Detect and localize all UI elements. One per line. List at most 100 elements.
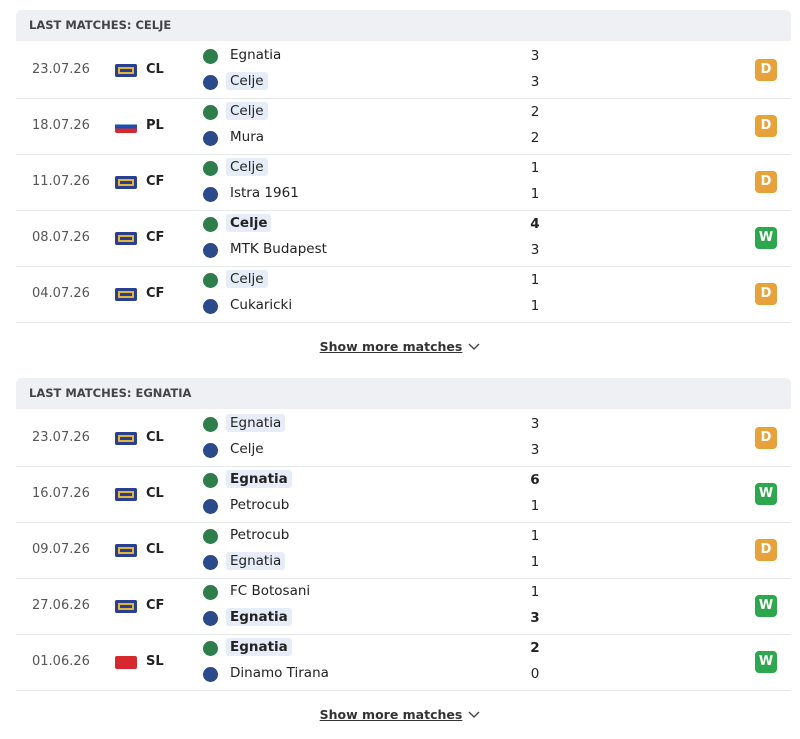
team-logo: [203, 529, 218, 544]
score: 3: [530, 442, 540, 458]
team-name: Egnatia: [226, 638, 292, 656]
chevron-icon: [468, 343, 480, 350]
score: 3: [530, 610, 540, 626]
score: 1: [530, 554, 540, 570]
competition: CF: [146, 598, 165, 613]
score: 1: [530, 584, 540, 600]
team-name: Egnatia: [230, 47, 282, 63]
competition: CL: [146, 542, 164, 557]
score: 4: [530, 216, 540, 232]
team-name: Egnatia: [226, 552, 286, 570]
team-logo: [203, 217, 218, 232]
team-logo: [203, 555, 218, 570]
score: 1: [530, 298, 540, 314]
team-logo: [203, 105, 218, 120]
match-row[interactable]: 01.06.26 SL Egnatia 2 Dinamo Tirana 0 W: [16, 635, 791, 691]
team-name: Egnatia: [226, 608, 292, 626]
team-name: Celje: [230, 441, 264, 457]
team-logo: [203, 417, 218, 432]
team-name: MTK Budapest: [230, 241, 327, 257]
section-header: LAST MATCHES: EGNATIA: [16, 378, 791, 409]
team-logo: [203, 273, 218, 288]
team-logo: [203, 75, 218, 90]
section-header: LAST MATCHES: CELJE: [16, 10, 791, 41]
chevron-icon: [468, 711, 480, 718]
team-logo: [203, 299, 218, 314]
team-logo: [203, 443, 218, 458]
score: 2: [530, 640, 540, 656]
result-badge: W: [755, 227, 777, 249]
team-name: Egnatia: [226, 414, 286, 432]
match-row[interactable]: 16.07.26 CL Egnatia 6 Petrocub 1 W: [16, 467, 791, 523]
competition: CL: [146, 62, 164, 77]
team-logo: [203, 49, 218, 64]
team-logo: [203, 667, 218, 682]
competition-flag: [115, 544, 137, 557]
competition: SL: [146, 654, 164, 669]
team-logo: [203, 611, 218, 626]
match-row[interactable]: 23.07.26 CL Egnatia 3 Celje 3 D: [16, 411, 791, 467]
team-name: Celje: [226, 72, 268, 90]
result-badge: W: [755, 595, 777, 617]
match-date: 18.07.26: [32, 118, 90, 133]
result-badge: D: [755, 115, 777, 137]
team-name: Celje: [226, 102, 268, 120]
team-name: Celje: [226, 158, 268, 176]
match-date: 27.06.26: [32, 598, 90, 613]
result-badge: D: [755, 427, 777, 449]
team-name: Cukaricki: [230, 297, 293, 313]
team-name: Istra 1961: [230, 185, 299, 201]
competition: CF: [146, 174, 165, 189]
result-badge: D: [755, 283, 777, 305]
match-row[interactable]: 09.07.26 CL Petrocub 1 Egnatia 1 D: [16, 523, 791, 579]
score: 6: [530, 472, 540, 488]
match-date: 08.07.26: [32, 230, 90, 245]
team-logo: [203, 641, 218, 656]
match-row[interactable]: 27.06.26 CF FC Botosani 1 Egnatia 3 W: [16, 579, 791, 635]
team-logo: [203, 473, 218, 488]
match-date: 23.07.26: [32, 430, 90, 445]
team-name: Egnatia: [226, 470, 292, 488]
score: 0: [530, 666, 540, 682]
competition-flag: [115, 232, 137, 245]
score: 1: [530, 160, 540, 176]
score: 3: [530, 48, 540, 64]
competition-flag: [115, 432, 137, 445]
match-row[interactable]: 11.07.26 CF Celje 1 Istra 1961 1 D: [16, 155, 791, 211]
team-logo: [203, 131, 218, 146]
match-date: 09.07.26: [32, 542, 90, 557]
score: 1: [530, 186, 540, 202]
score: 1: [530, 528, 540, 544]
competition: PL: [146, 118, 164, 133]
team-logo: [203, 585, 218, 600]
match-date: 01.06.26: [32, 654, 90, 669]
team-name: Celje: [226, 270, 268, 288]
match-row[interactable]: 08.07.26 CF Celje 4 MTK Budapest 3 W: [16, 211, 791, 267]
team-name: FC Botosani: [230, 583, 311, 599]
team-name: Dinamo Tirana: [230, 665, 329, 681]
match-row[interactable]: 04.07.26 CF Celje 1 Cukaricki 1 D: [16, 267, 791, 323]
team-name: Petrocub: [230, 497, 290, 513]
show-more-link[interactable]: Show more matches: [0, 707, 800, 722]
competition-flag: [115, 64, 137, 77]
score: 3: [530, 74, 540, 90]
competition-flag: [115, 288, 137, 301]
match-date: 16.07.26: [32, 486, 90, 501]
competition: CF: [146, 230, 165, 245]
competition-flag: [115, 488, 137, 501]
competition-flag: [115, 600, 137, 613]
competition: CL: [146, 430, 164, 445]
score: 3: [530, 416, 540, 432]
result-badge: D: [755, 171, 777, 193]
competition-flag: [115, 120, 137, 133]
match-date: 11.07.26: [32, 174, 90, 189]
team-logo: [203, 187, 218, 202]
competition-flag: [115, 176, 137, 189]
result-badge: D: [755, 539, 777, 561]
competition: CL: [146, 486, 164, 501]
team-logo: [203, 499, 218, 514]
match-row[interactable]: 23.07.26 CL Egnatia 3 Celje 3 D: [16, 43, 791, 99]
match-row[interactable]: 18.07.26 PL Celje 2 Mura 2 D: [16, 99, 791, 155]
show-more-link[interactable]: Show more matches: [0, 339, 800, 354]
